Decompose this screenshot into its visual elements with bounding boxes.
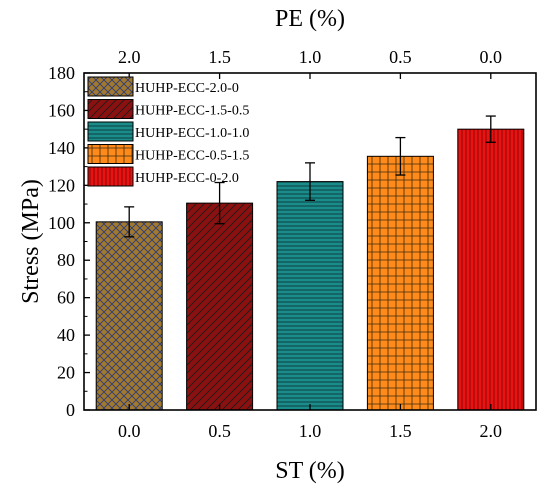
x-tick-label-bottom: 1.5 bbox=[389, 421, 412, 441]
legend-item: HUHP-ECC-0-2.0 bbox=[87, 166, 239, 187]
error-bar bbox=[485, 115, 496, 143]
error-bar bbox=[214, 181, 225, 225]
y-tick-label: 140 bbox=[48, 138, 75, 158]
top-axis-title: PE (%) bbox=[275, 6, 345, 32]
legend-swatch bbox=[87, 76, 134, 97]
legend-item: HUHP-ECC-1.5-0.5 bbox=[87, 99, 249, 119]
error-bar bbox=[395, 136, 406, 176]
y-tick-label: 100 bbox=[48, 213, 75, 233]
bar bbox=[366, 155, 434, 411]
y-tick-label: 0 bbox=[66, 400, 75, 420]
legend-item: HUHP-ECC-1.0-1.0 bbox=[87, 121, 249, 142]
bar bbox=[457, 128, 525, 411]
y-axis-title: Stress (MPa) bbox=[18, 179, 44, 304]
x-tick-label-top: 0.0 bbox=[480, 47, 503, 67]
legend-label: HUHP-ECC-1.0-1.0 bbox=[135, 126, 249, 141]
y-tick-label: 120 bbox=[48, 175, 75, 195]
y-tick-label: 60 bbox=[57, 288, 75, 308]
error-bars-layer bbox=[124, 115, 496, 238]
legend-item: HUHP-ECC-2.0-0 bbox=[87, 76, 239, 97]
y-tick-label: 20 bbox=[57, 363, 75, 383]
y-tick-label: 80 bbox=[57, 250, 75, 270]
bar bbox=[95, 221, 163, 411]
x-tick-label-bottom: 0.5 bbox=[208, 421, 231, 441]
error-bar bbox=[305, 162, 315, 201]
x-tick-label-top: 1.5 bbox=[208, 47, 231, 67]
legend-swatch bbox=[87, 121, 134, 142]
x-tick-label-top: 2.0 bbox=[118, 47, 141, 67]
x-tick-label-top: 0.5 bbox=[389, 47, 412, 67]
legend-swatch bbox=[87, 144, 134, 164]
bar bbox=[186, 202, 254, 411]
ticks-layer: 0 20 40 60 80 100 120 140 160 180 0.0 0.5 1.0 1.5 2.0 2… bbox=[48, 47, 502, 441]
legend-label: HUHP-ECC-2.0-0 bbox=[135, 81, 239, 96]
x-tick-label-bottom: 0.0 bbox=[118, 421, 141, 441]
legend-label: HUHP-ECC-1.5-0.5 bbox=[135, 104, 249, 119]
y-tick-label: 160 bbox=[48, 100, 75, 120]
legend-label: HUHP-ECC-0-2.0 bbox=[135, 171, 239, 186]
legend: HUHP-ECC-2.0-0 HUHP-ECC-1.5-0.5 HUHP-ECC-1… bbox=[87, 76, 249, 187]
x-tick-label-bottom: 2.0 bbox=[480, 421, 503, 441]
legend-item: HUHP-ECC-0.5-1.5 bbox=[87, 144, 249, 164]
y-tick-label: 40 bbox=[57, 325, 75, 345]
y-tick-label: 180 bbox=[48, 63, 75, 83]
bottom-axis-title: ST (%) bbox=[275, 458, 345, 484]
bar bbox=[276, 181, 344, 411]
legend-swatch bbox=[87, 99, 134, 119]
x-tick-label-top: 1.0 bbox=[299, 47, 322, 67]
error-bar bbox=[124, 206, 135, 238]
x-tick-label-bottom: 1.0 bbox=[299, 421, 322, 441]
legend-swatch bbox=[87, 166, 134, 187]
legend-label: HUHP-ECC-0.5-1.5 bbox=[135, 149, 249, 164]
